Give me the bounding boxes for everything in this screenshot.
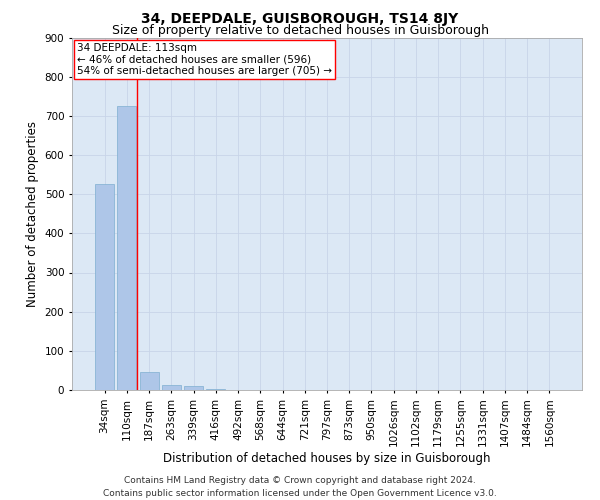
Text: 34 DEEPDALE: 113sqm
← 46% of detached houses are smaller (596)
54% of semi-detac: 34 DEEPDALE: 113sqm ← 46% of detached ho… [77, 43, 332, 76]
Bar [162, 386, 181, 390]
Bar [184, 386, 203, 390]
Bar [206, 389, 225, 390]
Bar [95, 184, 114, 390]
X-axis label: Distribution of detached houses by size in Guisborough: Distribution of detached houses by size … [163, 452, 491, 465]
Y-axis label: Number of detached properties: Number of detached properties [26, 120, 39, 306]
Text: Size of property relative to detached houses in Guisborough: Size of property relative to detached ho… [112, 24, 488, 37]
Text: 34, DEEPDALE, GUISBOROUGH, TS14 8JY: 34, DEEPDALE, GUISBOROUGH, TS14 8JY [142, 12, 458, 26]
Bar [118, 106, 136, 390]
Text: Contains HM Land Registry data © Crown copyright and database right 2024.
Contai: Contains HM Land Registry data © Crown c… [103, 476, 497, 498]
Bar [140, 372, 158, 390]
